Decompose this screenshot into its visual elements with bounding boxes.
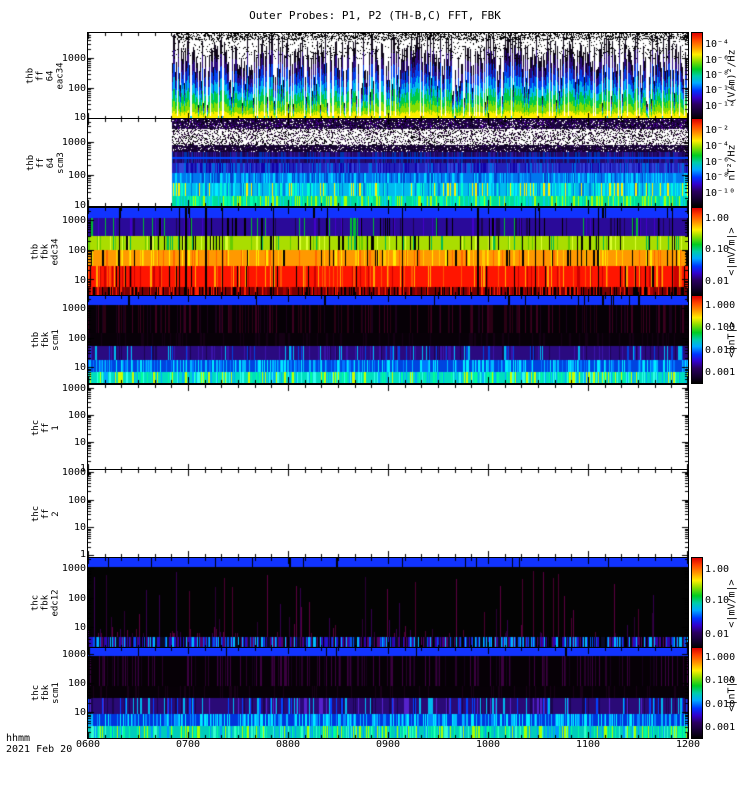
y-axis-label-text-thc-ff-1: thc ff 1 (30, 419, 61, 436)
y-tick-label: 100 (67, 495, 86, 506)
y-tick-label: 10 (73, 362, 86, 373)
spectrogram-panel-thb-ff-64-scm3 (87, 118, 689, 207)
colorbar-tick-label: 10⁻² (705, 125, 730, 136)
y-tick-label: 1 (79, 463, 86, 474)
y-axis-label-thc-ff-2: thc ff 2 (24, 470, 68, 557)
colorbar-tick-label: 10⁻¹⁰ (705, 188, 736, 199)
x-axis-time-format-label: hhmm (6, 733, 31, 744)
spectrogram-canvas-thb-fbk-scm1 (88, 296, 688, 383)
spectrogram-canvas-thc-fbk-edc12 (88, 558, 688, 648)
spectrogram-canvas-thc-ff-1 (88, 385, 688, 470)
y-tick-label: 1000 (61, 53, 86, 64)
x-axis-date-label: 2021 Feb 20 (6, 744, 73, 755)
y-axis-label-thb-ff-64-eac34: thb ff 64 eac34 (24, 33, 68, 119)
y-tick-label: 1000 (61, 383, 86, 394)
x-tick-label: 0700 (175, 739, 201, 750)
colorbar-tick-label: 10⁻¹⁰ (705, 85, 736, 96)
y-tick-label: 1000 (61, 303, 86, 314)
spectrogram-panel-thb-ff-64-eac34 (87, 32, 689, 120)
y-axis-label-thc-ff-1: thc ff 1 (24, 385, 68, 470)
y-tick-label: 1000 (61, 649, 86, 660)
colorbar-tick-label: 10⁻⁶ (705, 55, 730, 66)
x-tick-label: 0900 (375, 739, 401, 750)
colorbar-tick-label: 0.010 (705, 345, 736, 356)
y-axis-label-text-thc-ff-2: thc ff 2 (30, 505, 61, 522)
y-tick-label: 1000 (61, 215, 86, 226)
colorbar-tick-label: 0.100 (705, 322, 736, 333)
spectrogram-canvas-thb-fbk-edc34 (88, 208, 688, 295)
x-tick-label: 0600 (75, 739, 101, 750)
y-tick-label: 10 (73, 622, 86, 633)
colorbar-tick-label: 0.01 (705, 276, 730, 287)
y-tick-label: 1 (79, 549, 86, 560)
colorbar-thb-ff-64-scm3 (691, 118, 703, 207)
colorbar-thc-fbk-edc12 (691, 557, 703, 649)
colorbar-tick-label: 0.010 (705, 699, 736, 710)
colorbar-tick-label: 10⁻⁶ (705, 157, 730, 168)
colorbar-tick-label: 1.000 (705, 652, 736, 663)
y-tick-label: 10 (73, 275, 86, 286)
y-axis-label-thc-fbk-scm1: thc fbk scm1 (24, 648, 68, 738)
colorbar-tick-label: 0.10 (705, 244, 730, 255)
colorbar-tick-label: 10⁻⁸ (705, 172, 730, 183)
spectrogram-panel-thc-ff-2 (87, 469, 689, 558)
colorbar-tick-label: 1.00 (705, 564, 730, 575)
x-tick-label: 1200 (675, 739, 701, 750)
y-tick-label: 10 (73, 112, 86, 123)
colorbar-unit-thb-ff-64-eac34: (V/m)²/Hz (726, 48, 738, 104)
y-tick-label: 100 (67, 410, 86, 421)
colorbar-thb-ff-64-eac34 (691, 32, 703, 120)
colorbar-tick-label: 0.100 (705, 675, 736, 686)
colorbar-unit-thb-fbk-scm1: <|nT|> (726, 321, 738, 358)
colorbar-tick-label: 0.001 (705, 722, 736, 733)
spectrogram-canvas-thc-ff-2 (88, 470, 688, 557)
spectrogram-canvas-thb-ff-64-eac34 (88, 33, 688, 119)
x-tick-label: 0800 (275, 739, 301, 750)
y-tick-label: 1000 (61, 467, 86, 478)
y-tick-label: 100 (67, 170, 86, 181)
colorbar-tick-label: 0.10 (705, 595, 730, 606)
colorbar-thc-fbk-scm1 (691, 647, 703, 739)
x-tick-label: 1000 (475, 739, 501, 750)
y-tick-label: 100 (67, 593, 86, 604)
spectrogram-panel-thc-ff-1 (87, 384, 689, 471)
colorbar-tick-label: 10⁻⁴ (705, 39, 730, 50)
colorbar-tick-label: 0.001 (705, 367, 736, 378)
spectrogram-panel-thc-fbk-edc12 (87, 557, 689, 649)
y-tick-label: 10 (73, 437, 86, 448)
y-tick-label: 100 (67, 245, 86, 256)
y-tick-label: 1000 (61, 563, 86, 574)
colorbar-unit-thc-fbk-scm1: <|nT|> (726, 674, 738, 712)
colorbar-unit-thc-fbk-edc12: <|mV/m|> (726, 578, 738, 628)
chart-title: Outer Probes: P1, P2 (TH-B,C) FFT, FBK (249, 9, 501, 22)
y-tick-label: 10 (73, 522, 86, 533)
spectrogram-canvas-thc-fbk-scm1 (88, 648, 688, 738)
spectrogram-panel-thb-fbk-edc34 (87, 207, 689, 296)
colorbar-tick-label: 10⁻⁸ (705, 70, 730, 81)
colorbar-tick-label: 1.000 (705, 300, 736, 311)
y-tick-label: 10 (73, 707, 86, 718)
y-tick-label: 100 (67, 83, 86, 94)
colorbar-unit-thb-fbk-edc34: <|mV/m|> (726, 227, 738, 276)
colorbar-tick-label: 10⁻⁴ (705, 141, 730, 152)
colorbar-tick-label: 0.01 (705, 629, 730, 640)
spectrogram-panel-thb-fbk-scm1 (87, 295, 689, 384)
spectrogram-panel-thc-fbk-scm1 (87, 647, 689, 739)
y-tick-label: 100 (67, 333, 86, 344)
colorbar-tick-label: 10⁻¹² (705, 101, 736, 112)
colorbar-tick-label: 1.00 (705, 213, 730, 224)
x-tick-label: 1100 (575, 739, 601, 750)
colorbar-thb-fbk-edc34 (691, 207, 703, 296)
colorbar-unit-thb-ff-64-scm3: nT²/Hz (726, 144, 738, 181)
y-tick-label: 1000 (61, 137, 86, 148)
y-axis-label-thb-ff-64-scm3: thb ff 64 scm3 (24, 119, 68, 206)
spectrogram-canvas-thb-ff-64-scm3 (88, 119, 688, 206)
colorbar-thb-fbk-scm1 (691, 295, 703, 384)
y-tick-label: 100 (67, 678, 86, 689)
y-tick-label: 10 (73, 200, 86, 211)
